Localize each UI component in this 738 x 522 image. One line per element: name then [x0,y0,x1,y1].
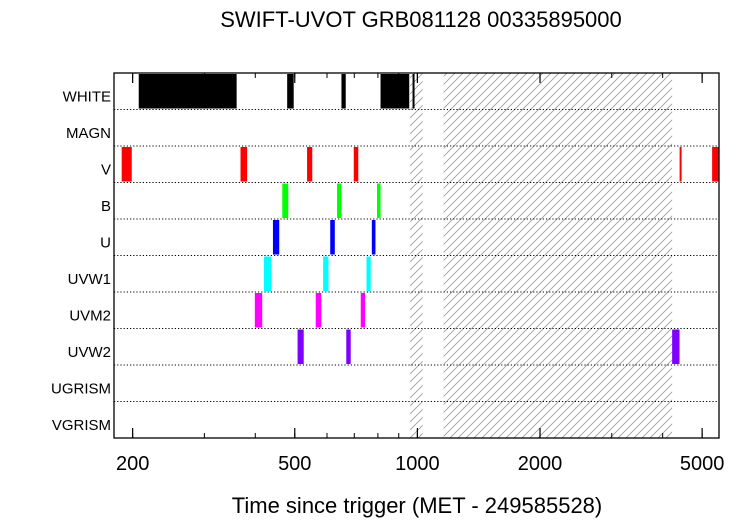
segments-layer [121,74,719,364]
row-label-uvm2: UVM2 [69,307,111,324]
segment-u-15 [330,220,335,255]
plot-frame [113,72,720,439]
segment-white-2 [341,74,346,109]
x-tick-label-500: 500 [278,453,311,475]
segment-u-16 [371,220,376,255]
segment-uvw2-25 [672,329,680,364]
segment-v-8 [353,147,359,182]
x-tick-label-200: 200 [116,453,149,475]
segment-uvw1-18 [323,256,329,291]
segment-b-13 [377,183,381,218]
row-label-b: B [101,198,111,215]
row-label-vgrism: VGRISM [52,417,111,434]
segment-v-6 [240,147,248,182]
x-tick-label-5000: 5000 [680,453,725,475]
row-label-u: U [100,234,111,251]
segment-v-10 [712,147,719,182]
row-label-uvw2: UVW2 [68,344,111,361]
hatch-layer [410,73,673,438]
segment-uvw1-17 [263,256,272,291]
row-labels: WHITE MAGN V B U UVW1 UVM2 UVW2 UGRISM VGRISM [51,88,111,434]
segment-uvm2-22 [360,293,366,328]
x-tick-label-2000: 2000 [518,453,563,475]
row-label-v: V [101,161,111,178]
row-label-uvw1: UVW1 [68,271,111,288]
row-label-ugrism: UGRISM [51,380,111,397]
segment-b-12 [337,183,342,218]
segment-white-4 [412,74,415,109]
hatched-interval-1 [443,73,673,438]
segment-b-11 [282,183,289,218]
segment-v-5 [121,147,132,182]
segment-uvm2-20 [254,293,263,328]
row-label-white: WHITE [63,88,111,105]
segment-v-7 [307,147,313,182]
segment-u-14 [272,220,280,255]
segment-v-9 [679,147,682,182]
segment-uvw2-24 [346,329,351,364]
hatched-interval-0 [410,73,423,438]
segment-uvw1-19 [366,256,371,291]
segment-white-0 [138,74,237,109]
x-axis-label: Time since trigger (MET - 249585528) [232,493,603,518]
chart-title: SWIFT-UVOT GRB081128 00335895000 [220,7,622,32]
segment-white-3 [380,74,410,109]
x-tick-label-1000: 1000 [395,453,440,475]
row-label-magn: MAGN [66,125,111,142]
segment-white-1 [287,74,294,109]
segment-uvw2-23 [297,329,304,364]
segment-uvm2-21 [315,293,322,328]
x-axis-ticks: 200 500 1000 2000 5000 [116,73,724,475]
